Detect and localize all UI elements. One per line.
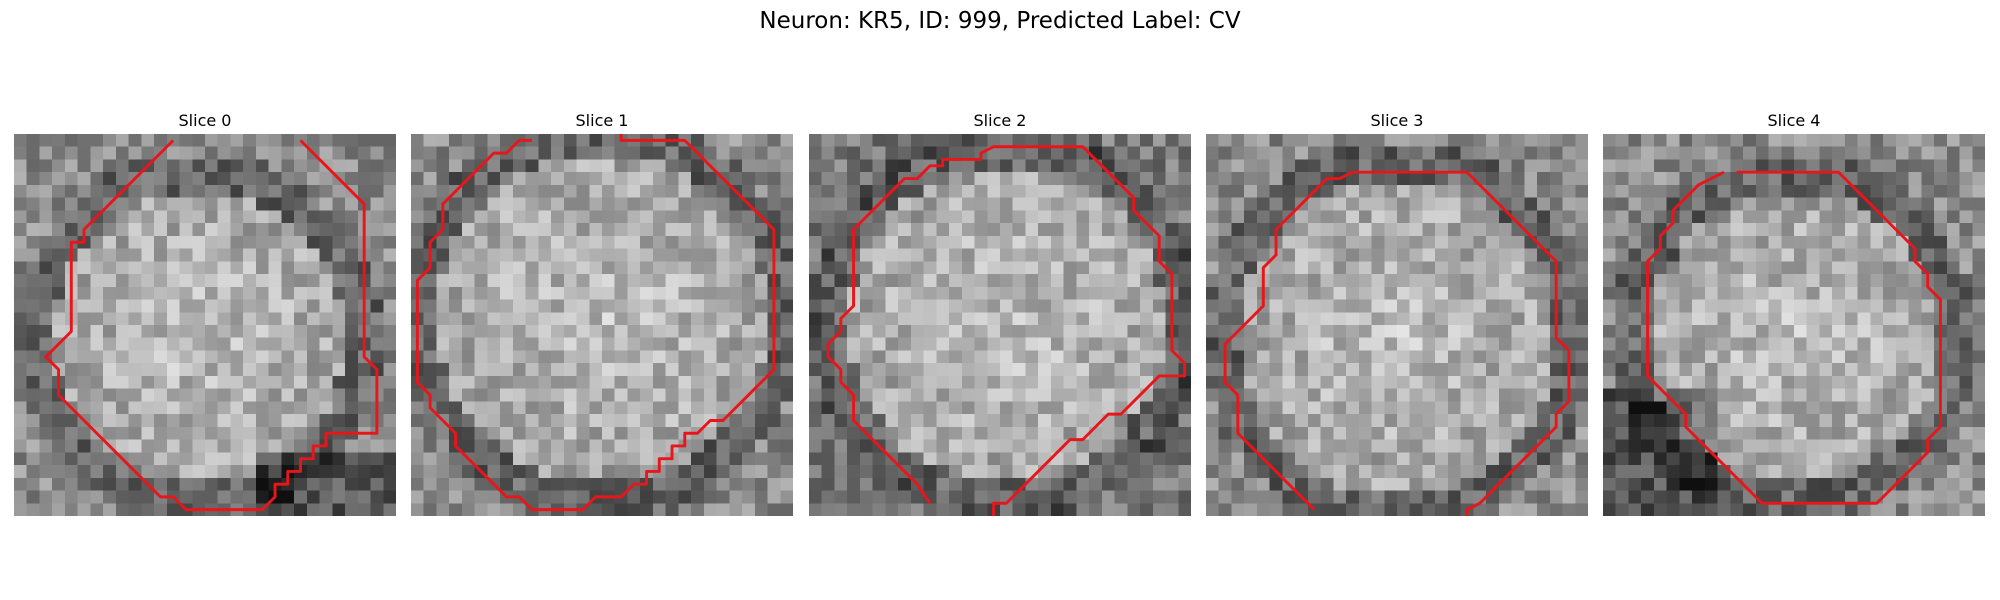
slice-panel: Slice 1 [411,110,793,516]
slice-image [411,134,793,516]
panel-title: Slice 0 [178,111,232,130]
slice-panel: Slice 0 [14,110,396,516]
contour-line [1646,170,1942,505]
contour-overlay [415,134,776,512]
contour-overlay [1646,170,1942,505]
slice-panel: Slice 4 [1603,110,1985,516]
contour-overlay [44,139,379,512]
slice-panel: Slice 3 [1206,110,1588,516]
contour-line [1223,170,1571,516]
slice-image [14,134,396,516]
slice-image [1206,134,1588,516]
contour-line [415,134,776,512]
slice-image [809,134,1191,516]
contour-line [44,139,379,512]
figure-title: Neuron: KR5, ID: 999, Predicted Label: C… [759,8,1241,34]
slice-image [1603,134,1985,516]
slice-panel: Slice 2 [809,110,1191,516]
contour-overlay [826,145,1187,516]
grayscale-image [1603,134,1985,516]
panel-title: Slice 1 [575,111,629,130]
grayscale-image [411,134,793,516]
grayscale-image [1206,134,1588,516]
panel-title: Slice 4 [1767,111,1821,130]
panel-title: Slice 2 [973,111,1027,130]
contour-overlay [1223,170,1571,516]
panel-title: Slice 3 [1370,111,1424,130]
grayscale-image [14,134,396,516]
grayscale-image [809,134,1191,516]
contour-line [826,145,1187,516]
